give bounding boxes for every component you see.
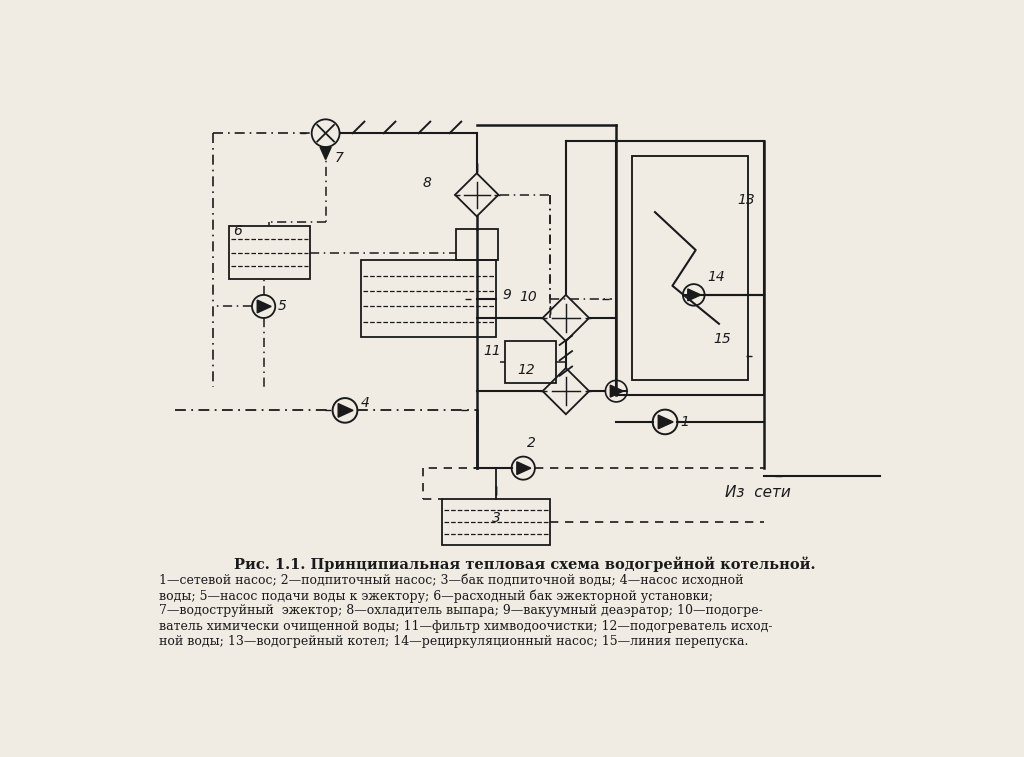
Polygon shape: [517, 462, 530, 475]
Bar: [456, 229, 499, 260]
Polygon shape: [257, 300, 271, 313]
Text: 3: 3: [493, 511, 501, 525]
Text: воды; 5—насос подачи воды к эжектору; 6—расходный бак эжекторной установки;: воды; 5—насос подачи воды к эжектору; 6—…: [159, 589, 713, 603]
Text: 12: 12: [518, 363, 536, 377]
Text: 1—сетевой насос; 2—подпиточный насос; 3—бак подпиточной воды; 4—насос исходной: 1—сетевой насос; 2—подпиточный насос; 3—…: [159, 574, 743, 587]
Bar: [228, 226, 310, 279]
Text: 7—водоструйный  эжектор; 8—охладитель выпара; 9—вакуумный деаэратор; 10—подогре-: 7—водоструйный эжектор; 8—охладитель вып…: [159, 604, 763, 618]
Text: Из  сети: Из сети: [725, 485, 791, 500]
Polygon shape: [338, 403, 353, 417]
Bar: [616, 141, 764, 395]
Text: 6: 6: [232, 224, 242, 238]
Bar: [360, 260, 496, 337]
Text: 7: 7: [335, 151, 344, 166]
Text: 11: 11: [483, 344, 502, 358]
Text: 4: 4: [360, 396, 370, 410]
Text: 14: 14: [708, 270, 725, 284]
Text: 2: 2: [527, 435, 536, 450]
Text: 10: 10: [519, 290, 538, 304]
Bar: [442, 499, 550, 545]
Bar: [632, 156, 748, 379]
Text: 5: 5: [278, 299, 287, 313]
Text: 1: 1: [681, 415, 689, 428]
Polygon shape: [610, 385, 624, 397]
Text: Рис. 1.1. Принципиальная тепловая схема водогрейной котельной.: Рис. 1.1. Принципиальная тепловая схема …: [234, 556, 815, 572]
Bar: [506, 341, 556, 384]
Polygon shape: [688, 289, 700, 301]
Text: 13: 13: [737, 194, 755, 207]
Text: 9: 9: [503, 288, 511, 302]
Polygon shape: [321, 147, 331, 160]
Polygon shape: [658, 415, 673, 428]
Text: ной воды; 13—водогрейный котел; 14—рециркуляционный насос; 15—линия перепуска.: ной воды; 13—водогрейный котел; 14—рецир…: [159, 635, 749, 648]
Text: ватель химически очищенной воды; 11—фильтр химводоочистки; 12—подогреватель исхо: ватель химически очищенной воды; 11—филь…: [159, 620, 772, 633]
Text: 8: 8: [423, 176, 431, 190]
Text: 15: 15: [713, 332, 731, 347]
